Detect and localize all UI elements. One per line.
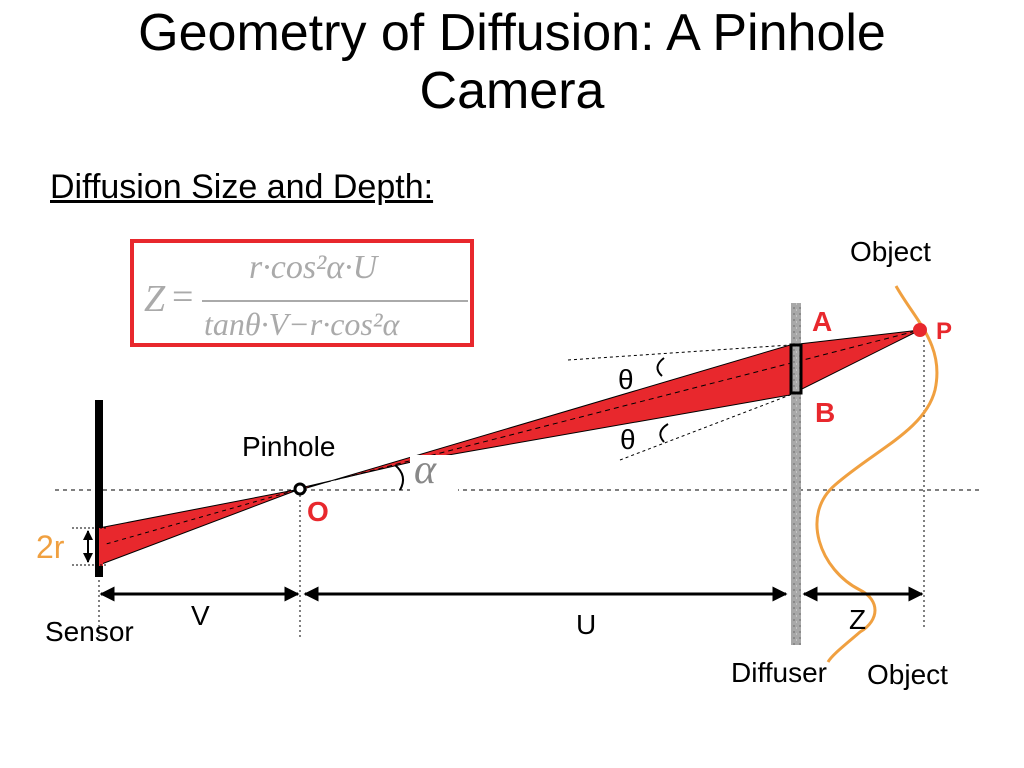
object-cone <box>789 329 921 396</box>
sensor-cone <box>98 488 301 566</box>
label-object-bottom: Object <box>867 659 948 690</box>
alpha-label-bg <box>410 455 458 497</box>
label-alpha: α <box>414 447 437 493</box>
label-u: U <box>576 609 597 640</box>
sensor-ray <box>98 488 301 547</box>
formula-numerator: r·cos²α·U <box>249 249 378 286</box>
theta-arc-top <box>656 357 665 377</box>
label-theta-top: θ <box>618 364 634 395</box>
diffuser-spot <box>789 343 803 395</box>
diffuser-plate <box>791 303 801 645</box>
label-point-p: P <box>936 318 953 345</box>
label-two-r: 2r <box>36 529 65 565</box>
formula-equals: = <box>172 276 194 318</box>
diffusion-cone <box>299 344 791 491</box>
formula-fraction-bar <box>202 300 468 302</box>
title-line-1: Geometry of Diffusion: A Pinhole <box>138 4 886 62</box>
label-object-top: Object <box>850 236 931 267</box>
slide-subtitle: Diffusion Size and Depth: <box>50 168 434 206</box>
slide-title: Geometry of Diffusion: A Pinhole Camera <box>0 4 1024 120</box>
formula-lhs: Z <box>144 278 166 320</box>
label-point-a: A <box>812 306 833 337</box>
formula-box: Z = r·cos²α·U tanθ·V−r·cos²α <box>130 239 474 347</box>
theta-arc-bottom <box>659 423 669 443</box>
label-v: V <box>191 600 210 631</box>
sensor-spot <box>99 528 103 566</box>
central-ray <box>299 329 921 490</box>
sensor-plate <box>95 400 103 577</box>
label-diffuser: Diffuser <box>731 657 827 688</box>
label-origin: O <box>307 496 329 527</box>
label-theta-bottom: θ <box>620 424 636 455</box>
point-p-marker <box>913 323 927 337</box>
object-curve <box>815 285 939 663</box>
label-sensor: Sensor <box>45 616 134 647</box>
theta-line-top <box>567 344 791 361</box>
label-point-b: B <box>815 397 836 428</box>
label-z: Z <box>849 604 867 635</box>
alpha-arc <box>394 464 405 491</box>
title-line-2: Camera <box>419 62 605 120</box>
label-pinhole: Pinhole <box>242 431 336 462</box>
pinhole-point <box>293 482 307 496</box>
theta-line-bottom <box>619 394 791 461</box>
formula-denominator: tanθ·V−r·cos²α <box>204 306 400 342</box>
